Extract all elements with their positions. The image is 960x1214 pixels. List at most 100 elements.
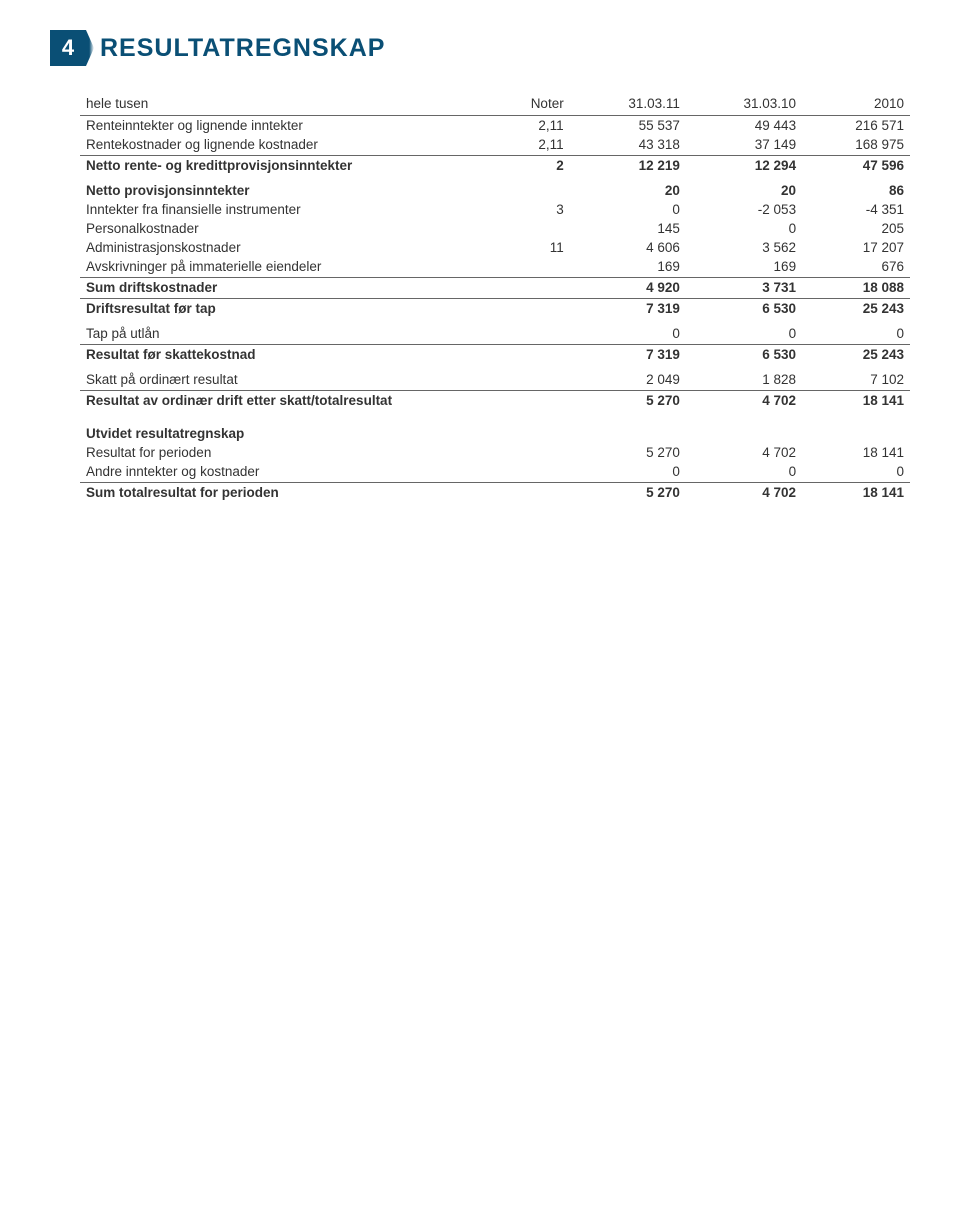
table-cell: 18 141 [802,391,910,411]
table-cell [478,462,569,483]
table-cell: 0 [686,219,802,238]
table-cell: 5 270 [570,483,686,503]
table-cell: 2 049 [570,370,686,391]
table-cell [478,299,569,319]
table-cell [478,278,569,299]
table-cell: 0 [686,462,802,483]
page-number: 4 [62,35,74,61]
table-cell: 43 318 [570,135,686,156]
table-cell: 47 596 [802,156,910,176]
table-cell: Resultat av ordinær drift etter skatt/to… [80,391,478,411]
table-row: Inntekter fra finansielle instrumenter30… [80,200,910,219]
table-cell: 6 530 [686,299,802,319]
table-cell: 3 [478,200,569,219]
table-cell: 4 920 [570,278,686,299]
table-cell: Rentekostnader og lignende kostnader [80,135,478,156]
table-cell: 7 102 [802,370,910,391]
table-cell: 12 219 [570,156,686,176]
table-cell: -2 053 [686,200,802,219]
col-header: Noter [478,94,569,116]
table-cell: 2 [478,156,569,176]
table-cell: 4 702 [686,443,802,462]
table-row: Sum driftskostnader 4 9203 73118 088 [80,278,910,299]
table-cell: 676 [802,257,910,278]
table-cell: Resultat for perioden [80,443,478,462]
table-row: Skatt på ordinært resultat 2 0491 8287 10… [80,370,910,391]
table-cell: 0 [570,462,686,483]
table-row: Netto rente- og kredittprovisjonsinntekt… [80,156,910,176]
table-cell: 4 702 [686,391,802,411]
table-row: Tap på utlån000 [80,324,910,345]
table-row: Administrasjonskostnader114 6063 56217 2… [80,238,910,257]
table-row: Avskrivninger på immaterielle eiendeler 1… [80,257,910,278]
table-cell: 25 243 [802,345,910,365]
table-cell: 0 [570,324,686,345]
table-cell: Netto rente- og kredittprovisjonsinntekt… [80,156,478,176]
page-title: RESULTATREGNSKAP [100,34,385,63]
table-cell: 2,11 [478,135,569,156]
table-cell: Netto provisjonsinntekter [80,181,478,200]
table-row: Sum totalresultat for perioden 5 2704 702… [80,483,910,503]
spacer-cell [80,410,910,424]
table-cell: 3 562 [686,238,802,257]
table-cell: 168 975 [802,135,910,156]
table-cell [478,391,569,411]
table-cell: 12 294 [686,156,802,176]
table-cell: Personalkostnader [80,219,478,238]
table-row: Personalkostnader 1450205 [80,219,910,238]
page-header: 4 RESULTATREGNSKAP [50,30,910,66]
table-cell: 18 141 [802,443,910,462]
table-row: Utvidet resultatregnskap [80,424,910,443]
table-cell: 1 828 [686,370,802,391]
table-cell: 18 141 [802,483,910,503]
table-row: Resultat av ordinær drift etter skatt/to… [80,391,910,411]
table-cell [478,483,569,503]
table-cell [478,219,569,238]
table-row: Rentekostnader og lignende kostnader2,11… [80,135,910,156]
table-cell: 169 [570,257,686,278]
income-statement-table: hele tusen Noter 31.03.11 31.03.10 2010 … [80,94,910,502]
table-cell: 37 149 [686,135,802,156]
table-cell: 169 [686,257,802,278]
table-cell [478,443,569,462]
table-cell: 86 [802,181,910,200]
table-row: Renteinntekter og lignende inntekter2,11… [80,116,910,136]
table-cell: Inntekter fra finansielle instrumenter [80,200,478,219]
table-cell [478,424,569,443]
table-cell: Skatt på ordinært resultat [80,370,478,391]
table-cell [478,181,569,200]
table-cell: Sum totalresultat for perioden [80,483,478,503]
table-cell: 4 702 [686,483,802,503]
table-cell: 205 [802,219,910,238]
table-cell: Renteinntekter og lignende inntekter [80,116,478,136]
table-cell: Driftsresultat før tap [80,299,478,319]
table-cell [802,424,910,443]
page-number-badge: 4 [50,30,86,66]
table-cell: Administrasjonskostnader [80,238,478,257]
table-cell [478,257,569,278]
col-header: 31.03.11 [570,94,686,116]
table-cell: 0 [686,324,802,345]
table-cell: 0 [802,324,910,345]
col-header: hele tusen [80,94,478,116]
table-cell: 216 571 [802,116,910,136]
table-cell: 18 088 [802,278,910,299]
col-header: 2010 [802,94,910,116]
table-cell [570,424,686,443]
table-cell: 49 443 [686,116,802,136]
table-row: Resultat for perioden5 2704 70218 141 [80,443,910,462]
table-cell: 25 243 [802,299,910,319]
table-row: Resultat før skattekostnad7 3196 53025 2… [80,345,910,365]
table-cell: Sum driftskostnader [80,278,478,299]
table-cell: 4 606 [570,238,686,257]
table-cell [478,324,569,345]
table-cell: Resultat før skattekostnad [80,345,478,365]
table-cell: -4 351 [802,200,910,219]
table-row: Andre inntekter og kostnader000 [80,462,910,483]
table-cell: 145 [570,219,686,238]
table-row: Netto provisjonsinntekter202086 [80,181,910,200]
table-cell: 3 731 [686,278,802,299]
table-cell: Avskrivninger på immaterielle eiendeler [80,257,478,278]
table-header-row: hele tusen Noter 31.03.11 31.03.10 2010 [80,94,910,116]
table-cell: Tap på utlån [80,324,478,345]
